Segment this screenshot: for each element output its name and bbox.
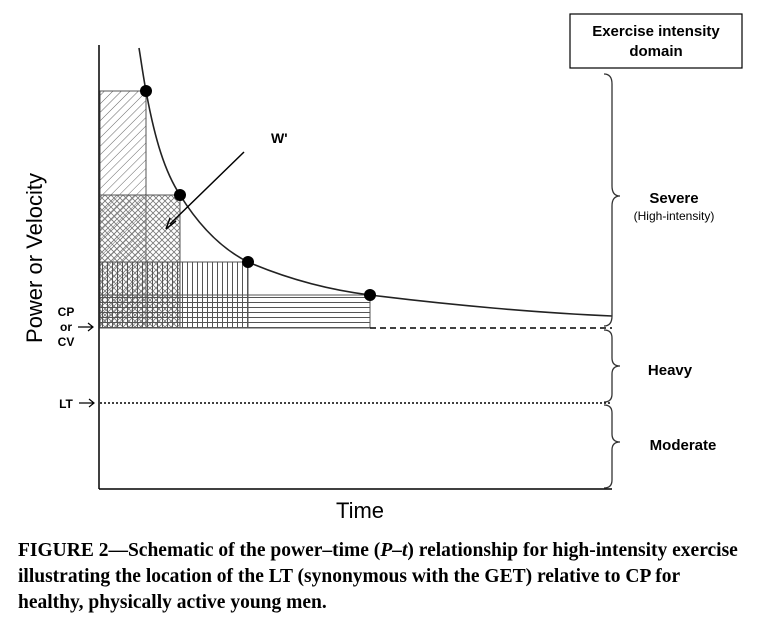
x-axis-label: Time	[336, 498, 384, 523]
lt-marker-label: LT	[59, 397, 73, 411]
curve-point	[242, 256, 254, 268]
w-prime-arrow	[169, 151, 245, 225]
severe-domain-label: Severe	[649, 190, 698, 207]
lt-marker-arrow	[79, 398, 95, 408]
w-prime-label: W'	[271, 130, 288, 146]
curve-point	[174, 189, 186, 201]
cp-marker-label: CP	[58, 305, 75, 319]
curve-point	[140, 85, 152, 97]
moderate-domain-label: Moderate	[650, 437, 717, 454]
curve-point	[364, 289, 376, 301]
moderate-brace	[603, 404, 621, 489]
heavy-brace	[603, 329, 621, 403]
work-rect-4	[99, 294, 371, 329]
legend-title-line1: Exercise intensity	[592, 23, 720, 40]
heavy-domain-label: Heavy	[648, 362, 693, 379]
cp-marker-or: or	[60, 320, 72, 334]
power-time-diagram: W' Power or Velocity Time CP or CV LT Ex…	[22, 13, 743, 523]
cv-marker-label: CV	[58, 335, 75, 349]
w-prime-arrowhead	[165, 217, 177, 230]
cp-marker-arrow	[78, 322, 94, 332]
severe-brace	[603, 73, 621, 327]
legend-title-line2: domain	[629, 43, 682, 60]
caption-part-1: FIGURE 2—Schematic of the power–time (	[18, 540, 381, 561]
figure-caption: FIGURE 2—Schematic of the power–time (P–…	[18, 538, 743, 616]
legend-title-box	[569, 13, 743, 69]
caption-part-italic: P–t	[380, 540, 408, 561]
caption-part-2: ) relationship for high-intensity exerci…	[18, 540, 738, 613]
y-axis-label: Power or Velocity	[22, 173, 47, 343]
severe-domain-note: (High-intensity)	[634, 209, 715, 223]
